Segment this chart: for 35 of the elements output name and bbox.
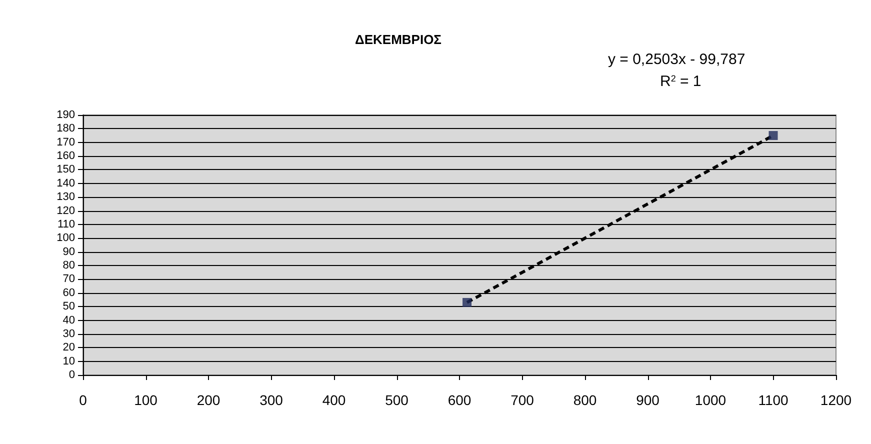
x-tick-label: 1000 bbox=[694, 392, 726, 408]
x-tick-label: 600 bbox=[448, 392, 472, 408]
y-tick-label: 160 bbox=[56, 150, 75, 162]
y-tick-label: 170 bbox=[56, 136, 75, 148]
x-tick-label: 100 bbox=[134, 392, 158, 408]
y-tick-label: 50 bbox=[62, 300, 75, 313]
y-tick-label: 130 bbox=[56, 191, 75, 204]
x-tick-label: 500 bbox=[385, 392, 409, 408]
x-tick-label: 400 bbox=[322, 392, 346, 408]
x-tick-label: 200 bbox=[196, 392, 220, 408]
x-tick-label: 0 bbox=[79, 392, 88, 408]
y-tick-label: 150 bbox=[56, 164, 75, 176]
x-tick-label: 1200 bbox=[820, 392, 852, 408]
y-tick-label: 10 bbox=[62, 355, 75, 368]
y-tick-label: 140 bbox=[56, 177, 75, 190]
y-tick-label: 70 bbox=[62, 273, 75, 286]
y-tick-label: 190 bbox=[56, 109, 75, 121]
y-tick-label: 0 bbox=[68, 369, 75, 381]
x-tick-label: 800 bbox=[573, 392, 597, 408]
y-tick-label: 180 bbox=[56, 122, 75, 135]
y-tick-label: 100 bbox=[56, 232, 75, 244]
chart-title: ΔΕΚΕΜΒΡΙΟΣ bbox=[355, 32, 442, 47]
x-tick-label: 900 bbox=[636, 392, 660, 408]
y-tick-label: 40 bbox=[62, 314, 75, 326]
x-tick-label: 300 bbox=[260, 392, 284, 408]
x-tick-label: 700 bbox=[510, 392, 534, 408]
y-tick-label: 90 bbox=[62, 246, 75, 258]
y-tick-label: 20 bbox=[62, 342, 75, 354]
y-tick-label: 80 bbox=[62, 260, 75, 272]
y-tick-label: 110 bbox=[57, 218, 75, 230]
x-tick-label: 1100 bbox=[758, 392, 789, 408]
y-tick-label: 60 bbox=[62, 286, 75, 299]
text: y = 0,2503x - 99,787 bbox=[608, 51, 746, 68]
y-tick-label: 30 bbox=[62, 328, 75, 340]
y-tick-label: 120 bbox=[56, 204, 75, 217]
